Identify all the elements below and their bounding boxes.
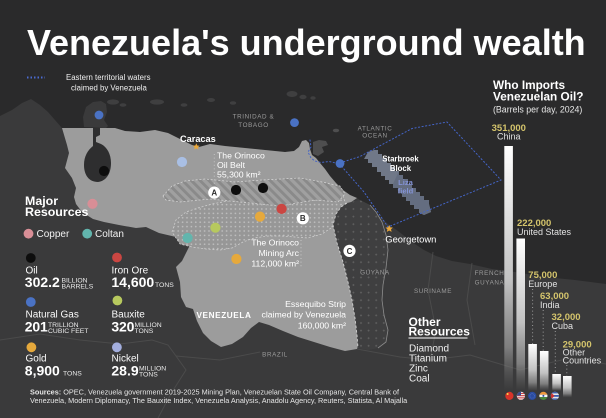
svg-text:Countries: Countries [563,356,602,366]
svg-text:Cuba: Cuba [552,321,574,331]
svg-text:FRENCH: FRENCH [475,270,505,277]
svg-text:302.2: 302.2 [25,274,60,290]
svg-text:Bauxite: Bauxite [112,310,146,321]
svg-text:VENEZUELA: VENEZUELA [197,311,252,320]
svg-text:Iron Ore: Iron Ore [112,266,149,277]
svg-text:160,000 km²: 160,000 km² [298,320,346,330]
svg-text:Titanium: Titanium [409,354,447,365]
svg-text:OCEAN: OCEAN [362,133,387,140]
svg-text:320: 320 [111,319,134,335]
svg-text:Sources: OPEC, Venezuela gove: Sources: OPEC, Venezuela government 2019… [30,388,400,397]
svg-text:field: field [398,187,414,196]
svg-text:Nickel: Nickel [112,354,139,365]
svg-text:Copper: Copper [37,229,70,240]
svg-text:India: India [540,300,560,310]
svg-text:SURINAME: SURINAME [414,288,452,295]
svg-text:BARRELS: BARRELS [62,284,94,291]
svg-text:8,900: 8,900 [25,363,60,379]
svg-text:Venezuela, Modern Diplomacy, T: Venezuela, Modern Diplomacy, The Bauxite… [30,396,408,405]
svg-text:55,300 km²: 55,300 km² [217,170,261,180]
svg-text:CUBIC FEET: CUBIC FEET [48,328,88,335]
svg-text:29,000: 29,000 [563,340,592,351]
svg-text:Essequibo Strip: Essequibo Strip [285,299,346,309]
svg-text:Resources: Resources [409,325,471,339]
svg-text:TONS: TONS [135,328,154,335]
svg-text:Coal: Coal [409,373,430,384]
svg-text:Resources: Resources [25,205,88,219]
svg-text:BILLION: BILLION [62,278,88,285]
svg-text:Europe: Europe [528,279,557,289]
svg-text:TONS: TONS [63,371,82,378]
svg-text:TRILLION: TRILLION [48,322,79,329]
svg-text:TRINIDAD &: TRINIDAD & [233,114,275,121]
svg-text:Block: Block [390,164,412,173]
svg-text:14,600: 14,600 [111,274,154,290]
svg-text:Major: Major [25,194,58,208]
svg-text:Georgetown: Georgetown [385,233,436,244]
svg-text:Gold: Gold [26,354,47,365]
svg-text:Mining Arc: Mining Arc [258,248,299,258]
svg-text:Other: Other [563,348,586,358]
svg-text:MILLION: MILLION [135,322,162,329]
svg-text:claimed by Venezuela: claimed by Venezuela [261,309,346,319]
svg-text:Coltan: Coltan [95,229,124,240]
svg-text:The Orinoco: The Orinoco [251,237,299,247]
svg-text:32,000: 32,000 [552,312,581,323]
svg-text:TOBAGO: TOBAGO [238,122,268,129]
svg-text:Oil Belt: Oil Belt [217,160,246,170]
svg-text:GUYANA: GUYANA [360,270,390,277]
svg-text:Diamond: Diamond [409,344,449,355]
svg-text:B: B [300,214,306,223]
svg-text:63,000: 63,000 [540,291,569,302]
svg-text:Caracas: Caracas [180,134,216,144]
svg-text:Natural Gas: Natural Gas [26,310,79,321]
svg-text:Starbroek: Starbroek [382,155,419,164]
svg-text:TONS: TONS [155,282,174,289]
svg-text:112,000 km²: 112,000 km² [251,259,299,269]
svg-text:TONS: TONS [139,372,158,379]
svg-text:222,000: 222,000 [517,218,551,229]
svg-text:Other: Other [409,315,441,329]
svg-text:C: C [347,247,353,256]
svg-text:A: A [211,189,217,198]
svg-text:Venezuelan Oil?: Venezuelan Oil? [493,89,583,103]
svg-text:MILLION: MILLION [139,366,166,373]
svg-text:351,000: 351,000 [492,123,526,134]
svg-text:Who Imports: Who Imports [493,78,566,92]
svg-text:ATLANTIC: ATLANTIC [358,126,393,133]
svg-text:China: China [497,132,521,142]
svg-text:75,000: 75,000 [528,270,557,281]
svg-text:claimed by Venezuela: claimed by Venezuela [71,84,148,93]
svg-text:Liza: Liza [398,178,414,187]
svg-text:Eastern territorial waters: Eastern territorial waters [66,73,151,82]
svg-text:Venezuela's underground wealth: Venezuela's underground wealth [27,22,586,63]
svg-text:BRAZIL: BRAZIL [262,352,288,359]
svg-text:The Orinoco: The Orinoco [217,151,265,161]
svg-text:Oil: Oil [26,266,38,277]
svg-text:28.9: 28.9 [111,363,138,379]
svg-text:GUYANA: GUYANA [475,280,505,287]
svg-text:Zinc: Zinc [409,363,428,374]
svg-text:United States: United States [517,227,572,237]
svg-text:(Barrels per day, 2024): (Barrels per day, 2024) [493,105,582,115]
svg-text:201: 201 [25,319,48,335]
